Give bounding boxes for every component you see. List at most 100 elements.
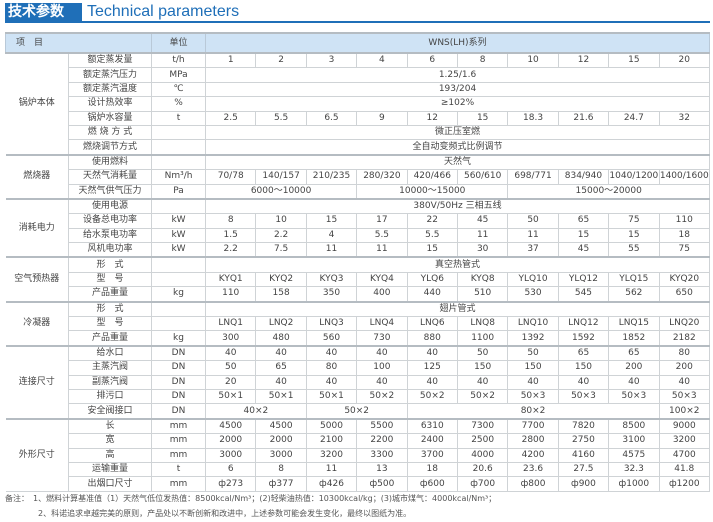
value-cell: 5500 — [356, 417, 408, 435]
unit-cell — [151, 124, 207, 141]
item-label: 给水口 — [67, 344, 153, 362]
value-cell: 真空热管式 — [205, 256, 710, 273]
value-cell: 2.5 — [205, 110, 257, 126]
value-cell: 7.5 — [255, 242, 307, 258]
value-cell: 9 — [356, 110, 408, 126]
unit-cell: DN — [151, 403, 207, 420]
value-cell: 15 — [608, 52, 660, 69]
value-cell: 730 — [356, 330, 408, 347]
header-series: WNS(LH)系列 — [205, 32, 710, 54]
value-cell: 27.5 — [557, 461, 610, 478]
group-label: 连接尺寸 — [5, 344, 69, 420]
value-cell: 11 — [305, 242, 358, 258]
value-cell: 4160 — [557, 447, 610, 463]
table-row: 冷凝器形 式 翅片管式 — [5, 300, 710, 347]
value-cell: KYQ2 — [255, 271, 307, 288]
table-row: 型 号 KYQ1 KYQ2 KYQ3 KYQ4 YLQ6 KYQ8 YLQ10 YLQ12 YLQ… — [6, 271, 711, 288]
value-cell: 2800 — [507, 433, 559, 449]
title-english: Technical parameters — [87, 3, 240, 20]
value-cell: 698/771 — [507, 169, 559, 185]
value-cell: 18 — [406, 461, 458, 478]
unit-cell: mm — [151, 417, 207, 435]
value-cell: 5000 — [305, 417, 358, 435]
value-cell: 480 — [255, 330, 307, 347]
value-cell: 150 — [456, 360, 509, 376]
table-row: 外形尺寸长 mm 4500 4500 5000 5500 6310 7300 7700 7820 8… — [5, 417, 711, 492]
value-cell: 5.5 — [406, 227, 458, 244]
item-label: 形 式 — [67, 256, 153, 273]
item-label: 额定蒸汽温度 — [67, 81, 153, 98]
item-label: 型 号 — [67, 271, 153, 288]
value-cell: 10 — [507, 52, 559, 69]
value-cell: 40 — [456, 374, 509, 390]
value-cell: 1392 — [507, 330, 559, 347]
value-cell: 40 — [205, 344, 257, 362]
value-cell: 834/940 — [557, 169, 610, 185]
item-label: 产品重量 — [67, 330, 153, 347]
table-row: 风机电功率 kW 2.2 7.5 11 11 15 30 37 45 55 75 — [6, 242, 711, 258]
value-cell: 40 — [507, 374, 559, 390]
value-cell: 193/204 — [205, 81, 710, 98]
value-cell: 6 — [406, 52, 458, 69]
value-cell: 4 — [305, 227, 358, 244]
unit-cell — [151, 139, 207, 156]
value-cell: 65 — [557, 213, 610, 229]
technical-parameters-table: 项 目 单位 WNS(LH)系列 锅炉本体 额定蒸发量 t/h 1 2 3 4 6 8 10 12 1… — [4, 32, 711, 492]
value-cell: 50×2 — [305, 403, 408, 420]
value-cell: LNQ2 — [255, 316, 307, 332]
value-cell: 150 — [507, 360, 559, 376]
value-cell: 560/610 — [456, 169, 509, 185]
value-cell: 2750 — [557, 433, 610, 449]
value-cell: 40 — [608, 374, 660, 390]
value-cell: 50×1 — [305, 388, 358, 405]
value-cell: 6310 — [406, 417, 458, 435]
value-cell: 22 — [406, 213, 458, 229]
table-row: 消耗电力 使用电源 380V/50Hz 三相五线 — [5, 197, 710, 258]
value-cell: 50×3 — [507, 388, 559, 405]
value-cell: 3100 — [608, 433, 660, 449]
value-cell: 210/235 — [305, 169, 358, 185]
value-cell: ф800 — [507, 476, 559, 492]
value-cell: 20.6 — [456, 461, 509, 478]
value-cell: 40 — [305, 374, 358, 390]
value-cell: 11 — [456, 227, 509, 244]
group-label: 外形尺寸 — [5, 417, 69, 492]
value-cell: 4000 — [456, 447, 509, 463]
value-cell: 15000～20000 — [507, 183, 710, 200]
value-cell: 50×1 — [255, 388, 307, 405]
value-cell: 380V/50Hz 三相五线 — [205, 197, 710, 215]
value-cell: 41.8 — [658, 461, 711, 478]
value-cell: 50×2 — [456, 388, 509, 405]
table-row: 设计热效率% ≥102% — [6, 96, 710, 112]
value-cell: 200 — [658, 360, 711, 376]
value-cell: 440 — [406, 286, 458, 303]
value-cell: 7700 — [507, 417, 559, 435]
value-cell: 20 — [205, 374, 257, 390]
value-cell: 50×1 — [205, 388, 257, 405]
value-cell: 3200 — [658, 433, 711, 449]
value-cell: 158 — [255, 286, 307, 303]
value-cell: 天然气 — [205, 153, 710, 171]
value-cell: LNQ10 — [507, 316, 559, 332]
value-cell: 2500 — [456, 433, 509, 449]
unit-cell: MPa — [151, 67, 207, 83]
item-label: 高 — [67, 447, 153, 463]
group-label: 燃烧器 — [5, 153, 69, 200]
value-cell: ф600 — [406, 476, 458, 492]
value-cell: 微正压室燃 — [205, 124, 710, 141]
value-cell: 全自动变频式比例调节 — [205, 139, 710, 156]
value-cell: 3300 — [356, 447, 408, 463]
value-cell: 5.5 — [255, 110, 307, 126]
value-cell: 10000～15000 — [356, 183, 509, 200]
table-row: 额定蒸汽温度 ℃ 193/204 — [6, 81, 710, 98]
value-cell: YLQ6 — [406, 271, 458, 288]
value-cell: ф377 — [255, 476, 307, 492]
value-cell: 75 — [608, 213, 660, 229]
unit-cell: DN — [151, 360, 207, 376]
value-cell: 15 — [406, 242, 458, 258]
value-cell: 3200 — [305, 447, 358, 463]
section-title-bar: 技术参数 Technical parameters — [5, 3, 710, 23]
value-cell: 18.3 — [507, 110, 559, 126]
unit-cell: DN — [151, 388, 207, 405]
unit-cell: Nm³/h — [151, 169, 207, 185]
